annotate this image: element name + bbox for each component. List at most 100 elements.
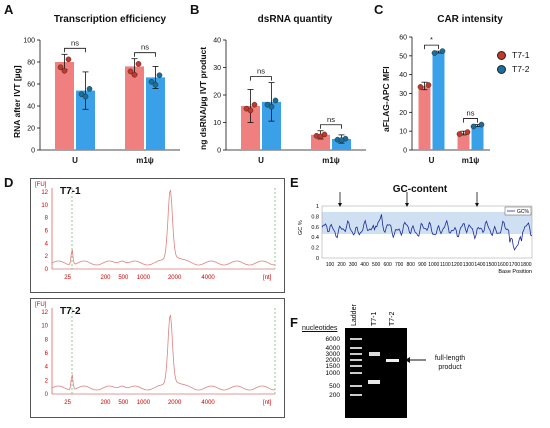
gel-ladder-band-5 [350,372,362,374]
gc-ytick-2: 0.4 [311,235,319,241]
ytick-label-0-4: 80 [27,60,35,67]
gc-legend-label: GC% [517,209,530,215]
ytick-label-1-1: 10 [213,120,221,127]
gc-ytick-3: 0.6 [311,225,319,231]
elect-ytick-1-6: 12 [41,310,48,316]
ytick-label-1-3: 30 [213,65,221,72]
bar-0-0-0 [55,62,74,150]
elect-xtick-0-1: 200 [101,275,112,281]
dot-1-0-0-2 [247,107,254,114]
panel-label-e: E [290,175,299,190]
elect-ytick-1-3: 6 [45,351,49,357]
gel-band-t71 [369,352,380,356]
electropherogram-top-name: T7-1 [60,186,81,197]
sig-bracket-1-0 [250,76,272,81]
gel-ladder-label-2: 3000 [326,351,341,358]
sig-label-2-1: ns [467,109,475,118]
gc-xtick-12: 1300 [463,262,474,268]
elect-ytick-1-4: 8 [45,337,49,343]
dot-0-0-1-1 [86,86,93,92]
gc-ytick-0: 0 [316,256,319,262]
gc-xtick-11: 1200 [451,262,462,268]
gc-xtick-4: 500 [372,262,381,268]
legend-item-t71: T7-1 [497,50,529,60]
ytick-label-0-5: 100 [23,38,35,45]
gc-xtick-15: 1600 [497,262,508,268]
gc-ylabel: GC % [298,220,304,235]
gc-xtick-2: 300 [349,262,358,268]
elect-xtick-0-5: 4000 [201,275,215,281]
gc-xtick-8: 900 [418,262,427,268]
legend-label-t71: T7-1 [512,50,530,60]
dot-2-0-0-1 [425,82,432,88]
dot-1-1-0-2 [317,133,324,140]
dot-0-0-0-0 [57,64,64,71]
dot-1-0-1-1 [272,97,279,104]
ytick-label-2-0: 0 [403,148,407,155]
elect-xtick-0-4: 2000 [168,275,182,281]
sig-bracket-2-1 [463,118,478,123]
gc-ytick-1: 0.2 [311,246,319,252]
elect-nt-1: [nt] [263,400,272,406]
dot-0-1-0-2 [131,71,138,78]
elect-ytick-1-1: 2 [45,378,49,384]
ytick-label-1-2: 20 [213,93,221,100]
gc-xtick-1: 200 [337,262,346,268]
elect-ytick-0-5: 10 [41,203,48,209]
gel-ladder-band-0 [350,338,362,340]
gc-xtick-5: 600 [383,262,392,268]
dot-2-1-1-0 [470,123,477,130]
legend-dot-t72 [497,64,506,74]
ytick-label-2-5: 50 [399,53,407,60]
elect-xtick-0-2: 500 [118,275,129,281]
gel-arrow-head [405,357,410,363]
gel-ladder-label-1: 4000 [326,345,341,352]
dot-0-1-1-1 [156,72,163,79]
sig-label-0-1: ns [141,43,149,52]
gel-ladder-label-3: 2000 [326,357,341,364]
bar-1-0-1 [262,101,281,150]
panel-label-d: D [4,175,14,190]
gc-xtick-14: 1500 [486,262,497,268]
bar-2-1-0 [457,133,470,150]
dot-0-0-0-1 [65,56,72,63]
elect-nt-0: [nt] [263,275,272,281]
gel-ladder-label-7: 200 [329,392,340,399]
dot-0-0-0-2 [61,68,68,74]
elect-fu-0: [FU] [35,182,47,188]
bar-0-1-1 [146,77,165,150]
gc-trace [321,214,533,251]
gc-arrow-3-head [475,203,479,207]
chart-title-c: CAR intensity [437,14,503,25]
electropherogram-bottom-name: T7-2 [60,306,81,317]
gc-arrow-2-head [405,203,409,207]
bar-2-0-1 [432,52,445,150]
ytick-label-2-1: 10 [399,129,407,136]
gel-ladder-label-0: 6000 [326,336,341,343]
gel-col-label-2: T7-2 [389,312,396,327]
category-label-1-0: U [258,156,264,165]
category-label-0-1: m1ψ [136,156,154,165]
full-length-label: full-length product [434,355,466,371]
gc-xtick-7: 800 [407,262,416,268]
gel-ladder-band-2 [350,353,362,355]
dot-1-1-1-2 [338,137,345,143]
sig-bracket-1-1 [320,124,342,129]
dot-2-1-1-1 [478,121,485,128]
dot-0-1-0-1 [135,61,142,67]
gc-ytick-4: 0.8 [311,214,319,220]
elect-ytick-0-4: 8 [45,216,49,222]
panel-label-b: B [190,2,200,17]
gel-ladder-label-4: 1500 [326,363,341,370]
bar-0-0-1 [76,90,95,150]
gel-ladder-band-4 [350,365,362,367]
gel-ladder-band-1 [350,347,362,349]
gc-xtick-17: 1800 [520,262,531,268]
panel-label-f: F [290,315,298,330]
gc-legend-box [504,206,532,216]
elect-trace-0 [51,189,276,266]
bar-2-0-0 [418,85,431,150]
